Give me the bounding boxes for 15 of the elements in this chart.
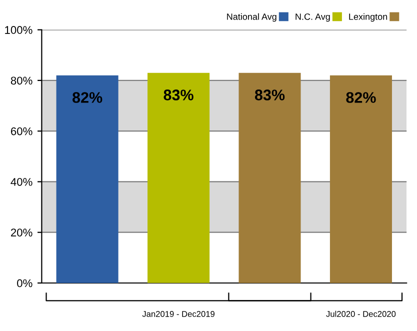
legend-label: N.C. Avg [296,13,330,22]
y-tick-label: 20% [10,228,32,236]
x-tick-label: Jan2019 - Dec2019 [142,311,215,317]
data-label: 83% [254,90,285,100]
y-tick-label: 40% [10,178,32,186]
data-label: 82% [72,92,102,103]
data-label: 83% [164,90,194,100]
y-tick-label: 60% [11,127,32,136]
legend-label: Lexington [349,13,388,22]
x-tick-label: Jul2020 - Dec2020 [326,310,396,317]
y-tick-label: 0% [17,279,32,288]
y-tick-label: 100% [5,26,32,34]
data-label: 82% [346,92,376,103]
y-tick-label: 80% [10,76,32,85]
legend-label: National Avg [227,13,276,22]
